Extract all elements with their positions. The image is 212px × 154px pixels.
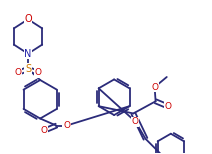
Text: O: O (41, 126, 48, 135)
Text: O: O (132, 117, 139, 126)
Text: S: S (25, 64, 31, 74)
Text: O: O (14, 68, 21, 77)
Text: O: O (35, 68, 42, 77)
Text: O: O (24, 14, 32, 24)
Text: N: N (24, 49, 32, 59)
Text: O: O (164, 102, 171, 111)
Text: O: O (63, 121, 70, 130)
Text: O: O (151, 83, 158, 92)
